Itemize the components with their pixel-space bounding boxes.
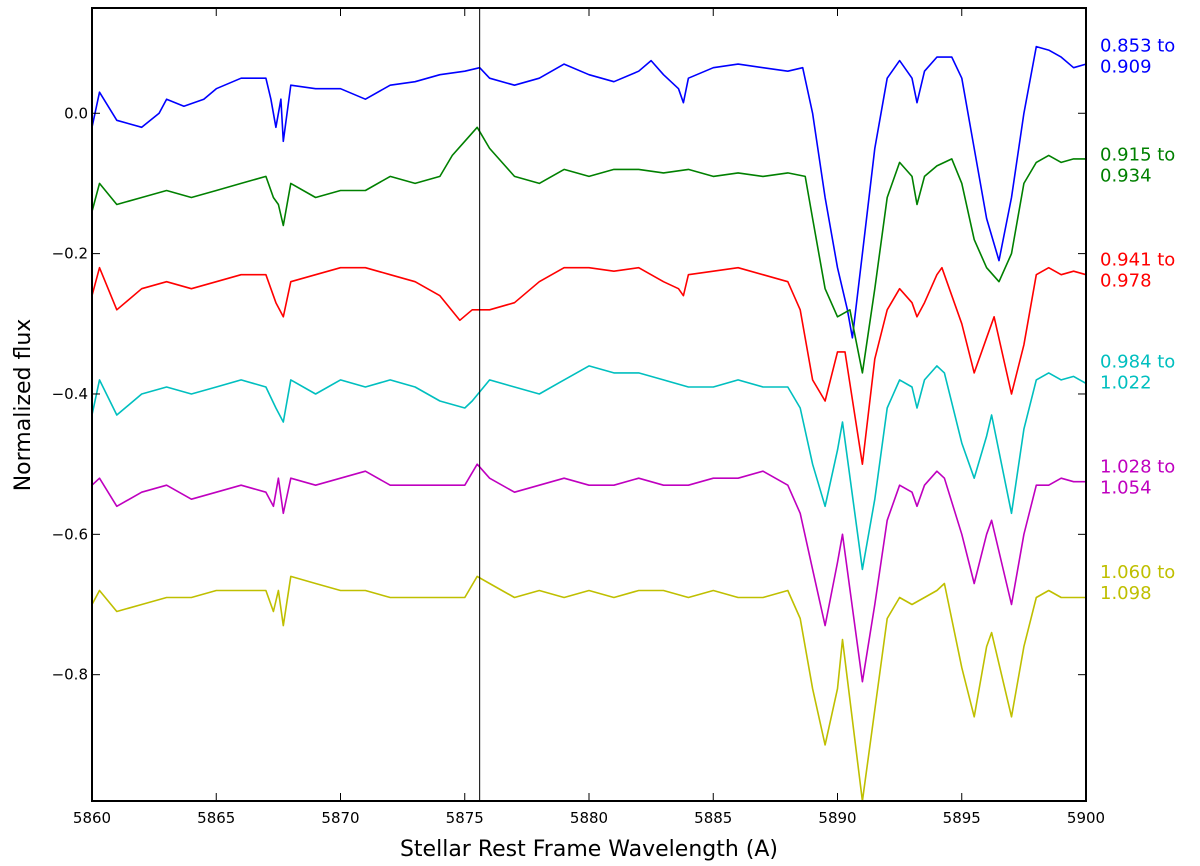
- x-tick-label: 5870: [321, 809, 359, 827]
- x-tick-label: 5875: [446, 809, 484, 827]
- x-tick-label: 5880: [570, 809, 608, 827]
- series-label-2-line2: 0.934: [1100, 165, 1152, 186]
- y-tick-label: −0.4: [52, 385, 88, 403]
- tick-layer: 5860 5865 5870 5875 5880 5885 5890 5895 5900 0.0 −…: [52, 8, 1105, 827]
- series-label-5-line1: 1.028 to: [1100, 457, 1175, 478]
- series-label-1-line2: 0.909: [1100, 57, 1152, 78]
- series-layer: [91, 45, 1087, 802]
- x-tick-label: 5895: [943, 809, 981, 827]
- plot-frame: [91, 7, 1087, 802]
- y-tick-label: 0.0: [64, 104, 88, 122]
- x-tick-label: 5890: [818, 809, 856, 827]
- series-label-6-line1: 1.060 to: [1100, 562, 1175, 583]
- series-label-6-line2: 1.098: [1100, 583, 1152, 604]
- x-axis-label: Stellar Rest Frame Wavelength (A): [400, 837, 778, 862]
- series-line-6: [91, 575, 1086, 802]
- series-label-5-line2: 1.054: [1100, 478, 1152, 499]
- x-tick-label: 5900: [1067, 809, 1105, 827]
- series-line-1: [91, 45, 1087, 339]
- x-tick-label: 5865: [197, 809, 235, 827]
- series-label-4-line2: 1.022: [1100, 372, 1152, 393]
- y-tick-label: −0.6: [52, 525, 88, 543]
- series-label-1-line1: 0.853 to: [1100, 36, 1175, 57]
- y-tick-label: −0.2: [52, 245, 88, 263]
- series-label-3-line1: 0.941 to: [1100, 250, 1175, 271]
- y-axis-label: Normalized flux: [11, 319, 36, 492]
- y-tick-label: −0.8: [52, 666, 88, 684]
- series-line-5: [91, 463, 1086, 683]
- x-tick-label: 5860: [73, 809, 111, 827]
- x-tick-label: 5885: [694, 809, 732, 827]
- series-line-3: [91, 266, 1087, 465]
- series-line-4: [91, 365, 1087, 571]
- series-label-2-line1: 0.915 to: [1100, 144, 1175, 165]
- series-line-2: [91, 126, 1086, 374]
- series-label-3-line2: 0.978: [1100, 271, 1152, 292]
- series-label-layer: 0.853 to0.909 0.915 to0.934 0.941 to0.978 0…: [1100, 36, 1175, 604]
- series-label-4-line1: 0.984 to: [1100, 351, 1175, 372]
